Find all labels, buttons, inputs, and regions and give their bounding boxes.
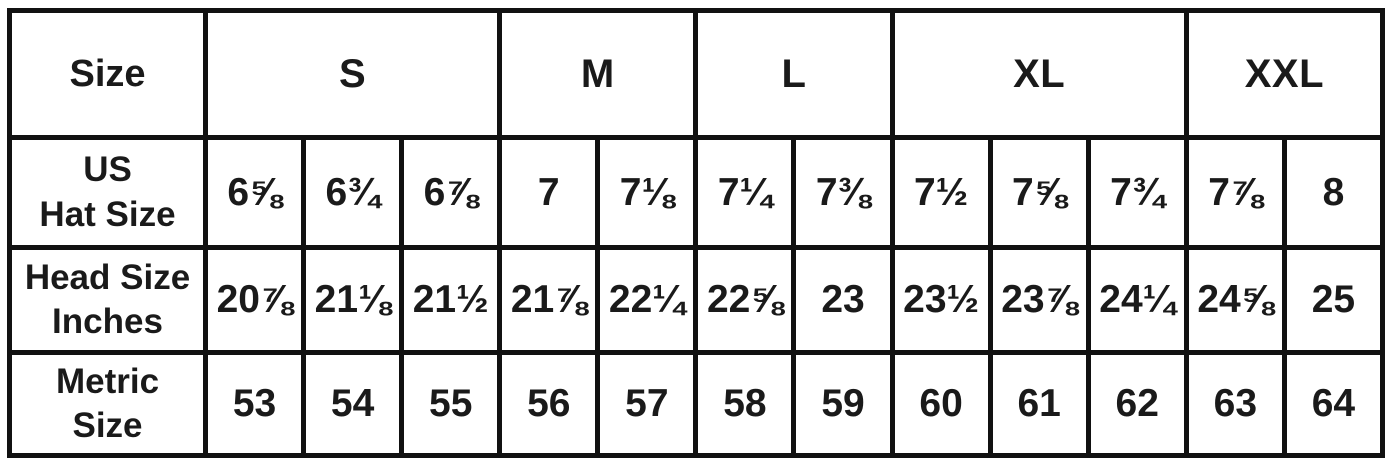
size-corner-cell: Size <box>7 8 208 140</box>
row-label-line-2: Inches <box>52 302 163 341</box>
metric-size-cell: 60 <box>889 350 993 458</box>
head-size-inches-cell: 23½ <box>889 245 993 355</box>
us-hat-size-row: US Hat Size 6⅝ 6¾ 6⅞ 7 7⅛ 7¼ 7⅜ 7½ 7⅝ 7¾… <box>7 135 1386 250</box>
row-label-line-1: Metric <box>55 361 160 401</box>
row-label-head-size-inches: Head Size Inches <box>7 245 208 355</box>
head-size-inches-cell: 21⅞ <box>497 245 601 355</box>
metric-size-cell: 56 <box>497 350 601 458</box>
head-size-inches-cell: 21½ <box>399 245 503 355</box>
metric-size-cell: 63 <box>1183 350 1287 458</box>
us-hat-size-cell: 7 <box>497 135 601 250</box>
size-group-s: S <box>202 8 503 140</box>
us-hat-size-cell: 7⅛ <box>595 135 699 250</box>
row-label-line-1: Head Size <box>24 257 191 297</box>
head-size-inches-cell: 24⅝ <box>1183 245 1287 355</box>
head-size-inches-cell: 23 <box>791 245 895 355</box>
metric-size-cell: 57 <box>595 350 699 458</box>
row-label-line-2: Hat Size <box>39 194 176 234</box>
row-label-metric-size: Metric Size <box>7 350 208 458</box>
size-group-m: M <box>497 8 699 140</box>
head-size-inches-cell: 22¼ <box>595 245 699 355</box>
us-hat-size-cell: 7⅜ <box>791 135 895 250</box>
head-size-inches-cell: 20⅞ <box>202 245 307 355</box>
head-size-inches-cell: 25 <box>1281 245 1386 355</box>
head-size-inches-cell: 22⅝ <box>693 245 797 355</box>
us-hat-size-cell: 6⅝ <box>202 135 307 250</box>
hat-size-table: Size S M L XL XXL US Hat Size 6⅝ 6¾ 6⅞ 7… <box>7 8 1386 458</box>
us-hat-size-cell: 6¾ <box>301 135 405 250</box>
us-hat-size-cell: 7⅝ <box>987 135 1091 250</box>
size-group-l: L <box>693 8 895 140</box>
size-header-row: Size S M L XL XXL <box>7 8 1386 140</box>
us-hat-size-cell: 6⅞ <box>399 135 503 250</box>
row-label-us-hat-size: US Hat Size <box>7 135 208 250</box>
size-group-xxl: XXL <box>1183 8 1386 140</box>
head-size-inches-row: Head Size Inches 20⅞ 21⅛ 21½ 21⅞ 22¼ 22⅝… <box>7 245 1386 355</box>
head-size-inches-cell: 24¼ <box>1085 245 1189 355</box>
us-hat-size-cell: 7½ <box>889 135 993 250</box>
us-hat-size-cell: 7¾ <box>1085 135 1189 250</box>
us-hat-size-cell: 7¼ <box>693 135 797 250</box>
metric-size-cell: 64 <box>1281 350 1386 458</box>
head-size-inches-cell: 23⅞ <box>987 245 1091 355</box>
metric-size-cell: 61 <box>987 350 1091 458</box>
metric-size-cell: 53 <box>202 350 307 458</box>
metric-size-cell: 58 <box>693 350 797 458</box>
us-hat-size-cell: 7⅞ <box>1183 135 1287 250</box>
us-hat-size-cell: 8 <box>1281 135 1386 250</box>
size-group-xl: XL <box>889 8 1189 140</box>
metric-size-row: Metric Size 53 54 55 56 57 58 59 60 61 6… <box>7 350 1386 458</box>
metric-size-cell: 55 <box>399 350 503 458</box>
metric-size-cell: 54 <box>301 350 405 458</box>
metric-size-cell: 62 <box>1085 350 1189 458</box>
metric-size-cell: 59 <box>791 350 895 458</box>
row-label-line-2: Size <box>72 406 143 445</box>
head-size-inches-cell: 21⅛ <box>301 245 405 355</box>
row-label-line-1: US <box>83 150 132 190</box>
